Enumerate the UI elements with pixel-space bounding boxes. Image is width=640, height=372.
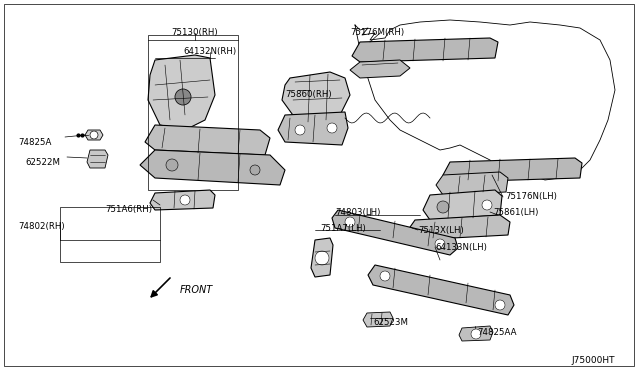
Circle shape: [482, 200, 492, 210]
Circle shape: [175, 89, 191, 105]
Text: 64133N(LH): 64133N(LH): [435, 243, 487, 252]
Text: 75176N(LH): 75176N(LH): [505, 192, 557, 201]
Polygon shape: [332, 210, 458, 255]
Text: FRONT: FRONT: [180, 285, 213, 295]
Text: 62522M: 62522M: [25, 158, 60, 167]
Text: 74803(LH): 74803(LH): [335, 208, 380, 217]
Text: J75000HT: J75000HT: [572, 356, 615, 365]
Text: 74802(RH): 74802(RH): [18, 222, 65, 231]
Circle shape: [471, 329, 481, 339]
Circle shape: [380, 271, 390, 281]
Polygon shape: [350, 60, 410, 78]
Text: 74825AA: 74825AA: [477, 328, 516, 337]
Polygon shape: [150, 190, 215, 210]
Text: 74825A: 74825A: [18, 138, 51, 147]
Circle shape: [90, 131, 98, 139]
Polygon shape: [85, 130, 103, 140]
Polygon shape: [423, 190, 502, 220]
Polygon shape: [368, 265, 514, 315]
Circle shape: [166, 159, 178, 171]
Text: 75176M(RH): 75176M(RH): [350, 28, 404, 37]
Polygon shape: [459, 326, 493, 341]
Polygon shape: [443, 158, 582, 182]
Bar: [60, 207, 160, 262]
Bar: [148, 35, 238, 190]
Circle shape: [295, 125, 305, 135]
Polygon shape: [436, 172, 508, 195]
Circle shape: [250, 165, 260, 175]
Text: 75860(RH): 75860(RH): [285, 90, 332, 99]
Polygon shape: [148, 55, 215, 130]
Circle shape: [345, 217, 355, 227]
Text: 75130(RH): 75130(RH): [172, 28, 218, 37]
Circle shape: [327, 123, 337, 133]
Polygon shape: [408, 215, 510, 240]
Text: 7513X(LH): 7513X(LH): [418, 226, 464, 235]
Text: 751A7(LH): 751A7(LH): [320, 224, 365, 233]
Polygon shape: [363, 312, 393, 327]
Polygon shape: [278, 112, 348, 145]
Circle shape: [437, 201, 449, 213]
Text: 75861(LH): 75861(LH): [493, 208, 538, 217]
Polygon shape: [282, 72, 350, 125]
Polygon shape: [352, 38, 498, 62]
Polygon shape: [87, 150, 108, 168]
Circle shape: [315, 251, 329, 265]
Polygon shape: [145, 125, 270, 155]
Circle shape: [180, 195, 190, 205]
Text: 64132N(RH): 64132N(RH): [184, 47, 237, 56]
Text: 751A6(RH): 751A6(RH): [105, 205, 152, 214]
Text: 62523M: 62523M: [373, 318, 408, 327]
Circle shape: [435, 239, 445, 249]
Polygon shape: [311, 238, 333, 277]
Polygon shape: [140, 150, 285, 185]
Circle shape: [495, 300, 505, 310]
